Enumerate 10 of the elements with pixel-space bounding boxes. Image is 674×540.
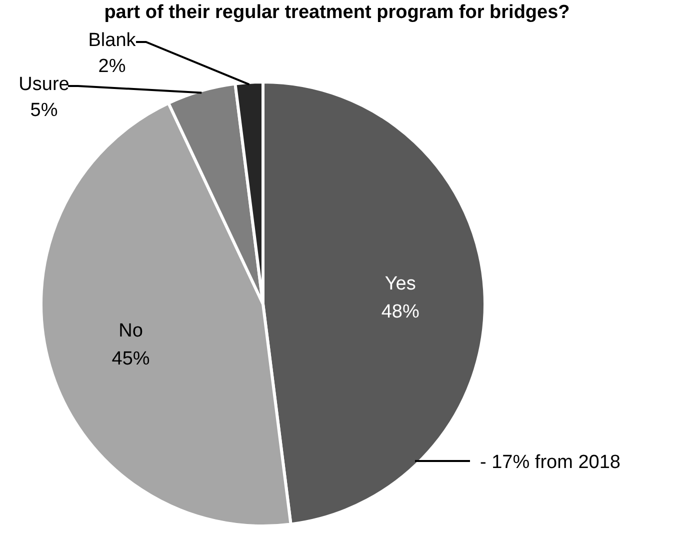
data-label: 5%: [30, 100, 58, 121]
data-label: 45%: [112, 348, 150, 370]
slice-label: Blank: [88, 30, 136, 51]
data-label: 2%: [98, 56, 126, 77]
slice-label: Usure: [18, 74, 70, 95]
text: - 17% from 2018: [480, 452, 620, 473]
slice-label: Yes: [384, 273, 416, 294]
chart-title: part of their regular treatment program for bridges?: [104, 2, 570, 23]
slice-label: No: [118, 320, 143, 342]
data-label: 48%: [381, 301, 420, 322]
